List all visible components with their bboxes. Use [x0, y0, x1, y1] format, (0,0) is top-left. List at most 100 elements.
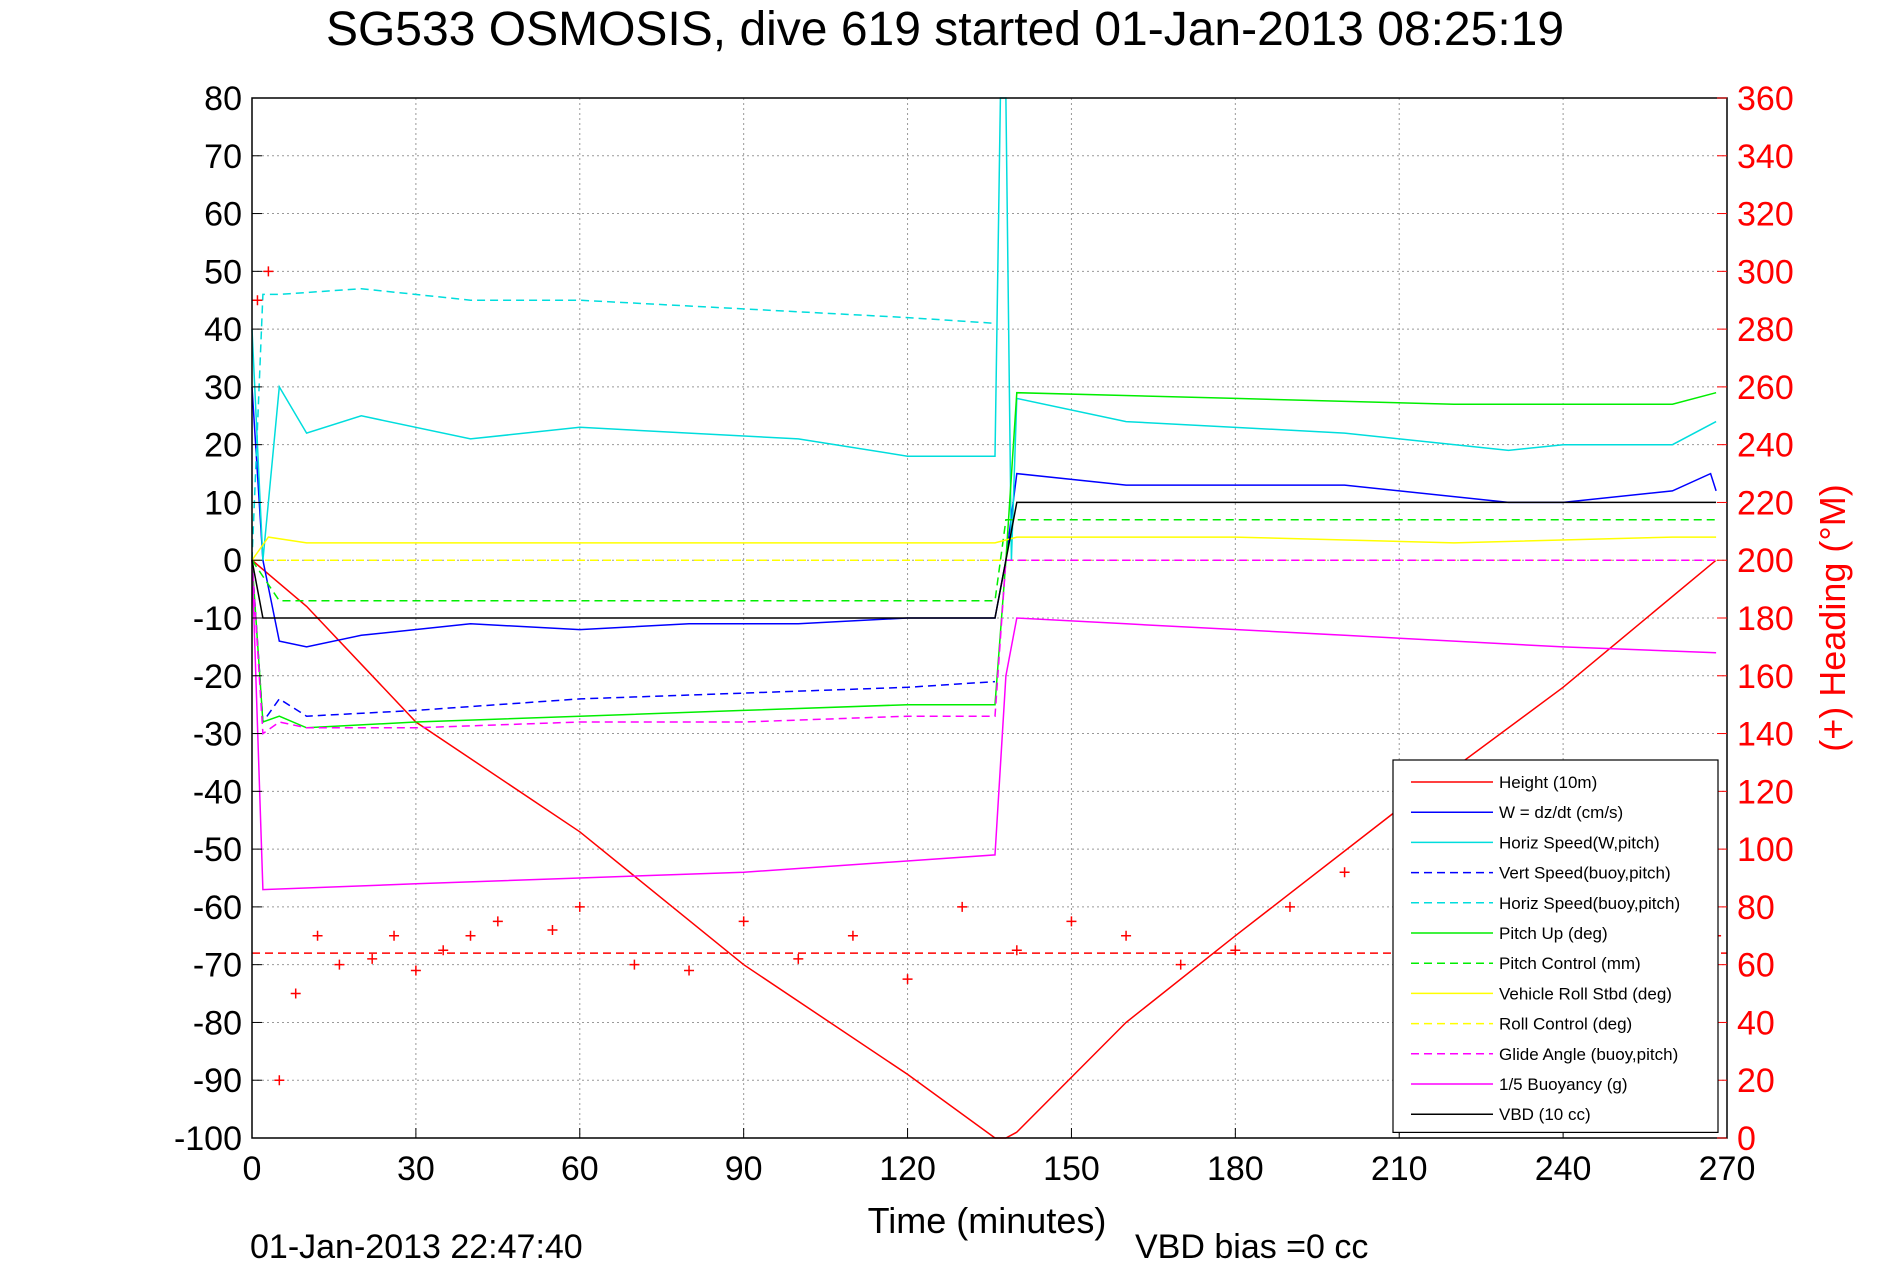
series-pitch-up-deg — [251, 391, 1717, 729]
heading-point — [1230, 945, 1241, 956]
heading-point — [312, 930, 323, 941]
heading-point — [684, 965, 695, 976]
legend-label: Height (10m) — [1499, 773, 1597, 792]
left-tick-label: 60 — [204, 196, 242, 234]
heading-point — [334, 959, 345, 970]
heading-point — [1284, 901, 1295, 912]
left-tick-label: -100 — [174, 1120, 242, 1158]
heading-point — [1066, 916, 1077, 927]
left-tick-label: -80 — [193, 1004, 242, 1042]
x-tick-label: 240 — [1535, 1150, 1592, 1188]
right-tick-label: 200 — [1737, 542, 1794, 580]
right-tick-label: 80 — [1737, 889, 1775, 927]
right-tick-label: 20 — [1737, 1062, 1775, 1100]
heading-point — [738, 916, 749, 927]
x-tick-label: 30 — [397, 1150, 435, 1188]
legend-label: Vehicle Roll Stbd (deg) — [1499, 984, 1672, 1003]
right-tick-label: 260 — [1737, 369, 1794, 407]
right-tick-label: 40 — [1737, 1004, 1775, 1042]
heading-point — [492, 916, 503, 927]
heading-point — [957, 901, 968, 912]
heading-point — [793, 953, 804, 964]
right-tick-label: 120 — [1737, 773, 1794, 811]
left-tick-label: -40 — [193, 773, 242, 811]
legend-label: Pitch Up (deg) — [1499, 924, 1608, 943]
legend-label: 1/5 Buoyancy (g) — [1499, 1075, 1628, 1094]
series-horiz-speed-w-pitch — [251, 97, 1717, 561]
legend-label: Vert Speed(buoy,pitch) — [1499, 864, 1671, 883]
heading-point — [389, 930, 400, 941]
heading-point — [1011, 945, 1022, 956]
right-tick-label: 220 — [1737, 484, 1794, 522]
legend-box — [1392, 759, 1719, 1133]
legend-label: W = dz/dt (cm/s) — [1499, 803, 1623, 822]
left-tick-label: -20 — [193, 658, 242, 696]
series-glide-angle-buoy-pitch — [251, 559, 1717, 735]
legend: Height (10m) W = dz/dt (cm/s) Horiz Speed(… — [1392, 759, 1719, 1133]
heading-point — [367, 953, 378, 964]
legend-label: Horiz Speed(W,pitch) — [1499, 833, 1660, 852]
heading-point — [574, 901, 585, 912]
footer-timestamp: 01-Jan-2013 22:47:40 — [250, 1228, 583, 1262]
series-horiz-speed-buoy-pitch — [251, 287, 996, 561]
legend-label: Horiz Speed(buoy,pitch) — [1499, 894, 1680, 913]
right-tick-label: 280 — [1737, 311, 1794, 349]
heading-point — [629, 959, 640, 970]
left-tick-label: 80 — [204, 80, 242, 118]
series-vert-speed-buoy-pitch — [251, 560, 996, 725]
heading-point — [847, 930, 858, 941]
heading-point — [438, 945, 449, 956]
legend-label: Roll Control (deg) — [1499, 1015, 1632, 1034]
right-tick-label: 320 — [1737, 196, 1794, 234]
heading-point — [274, 1075, 285, 1086]
x-tick-label: 270 — [1699, 1150, 1756, 1188]
left-tick-label: 40 — [204, 311, 242, 349]
right-tick-label: 340 — [1737, 138, 1794, 176]
right-tick-label: 100 — [1737, 831, 1794, 869]
x-tick-label: 120 — [879, 1150, 936, 1188]
x-axis-label: Time (minutes) — [868, 1200, 1107, 1241]
heading-point — [290, 988, 301, 999]
right-axis-label: (+) Heading (°M) — [1812, 484, 1853, 751]
series-w-dz-dt-cm-s — [251, 386, 1717, 648]
right-tick-label: 0 — [1737, 1120, 1756, 1158]
x-axis-ticks: 0 30 60 90 120 150 180 210 240 270 — [243, 1128, 1756, 1188]
right-tick-label: 160 — [1737, 658, 1794, 696]
right-tick-label: 140 — [1737, 716, 1794, 754]
heading-point — [263, 266, 274, 277]
left-tick-label: -90 — [193, 1062, 242, 1100]
series-vbd-10-cc — [251, 501, 1717, 619]
chart-title: SG533 OSMOSIS, dive 619 started 01-Jan-2… — [326, 3, 1564, 56]
x-tick-label: 60 — [561, 1150, 599, 1188]
right-tick-label: 360 — [1737, 80, 1794, 118]
legend-label: Glide Angle (buoy,pitch) — [1499, 1045, 1678, 1064]
left-tick-label: 50 — [204, 253, 242, 291]
heading-point — [1175, 959, 1186, 970]
left-tick-label: 10 — [204, 484, 242, 522]
x-tick-label: 210 — [1371, 1150, 1428, 1188]
left-tick-label: 70 — [204, 138, 242, 176]
left-tick-label: -70 — [193, 947, 242, 985]
heading-point — [465, 930, 476, 941]
x-tick-label: 0 — [243, 1150, 262, 1188]
heading-point — [252, 295, 263, 306]
legend-label: Pitch Control (mm) — [1499, 954, 1641, 973]
heading-point — [410, 965, 421, 976]
left-tick-label: 0 — [223, 542, 242, 580]
right-tick-label: 300 — [1737, 253, 1794, 291]
heading-point — [547, 925, 558, 935]
legend-label: VBD (10 cc) — [1499, 1105, 1591, 1124]
left-tick-label: -30 — [193, 716, 242, 754]
left-tick-label: -60 — [193, 889, 242, 927]
vbd-bias-label: VBD bias =0 cc — [1135, 1228, 1368, 1262]
left-tick-label: 20 — [204, 427, 242, 465]
right-tick-label: 180 — [1737, 600, 1794, 638]
right-axis-ticks: 0 20 40 60 80 100 120 140 160 180 200 220 240 260 280 3… — [1717, 80, 1794, 1158]
left-tick-label: -10 — [193, 600, 242, 638]
x-tick-label: 90 — [725, 1150, 763, 1188]
left-tick-label: 30 — [204, 369, 242, 407]
series-1-5-buoyancy-g — [251, 560, 1717, 891]
heading-point — [1339, 867, 1350, 878]
right-tick-label: 240 — [1737, 427, 1794, 465]
